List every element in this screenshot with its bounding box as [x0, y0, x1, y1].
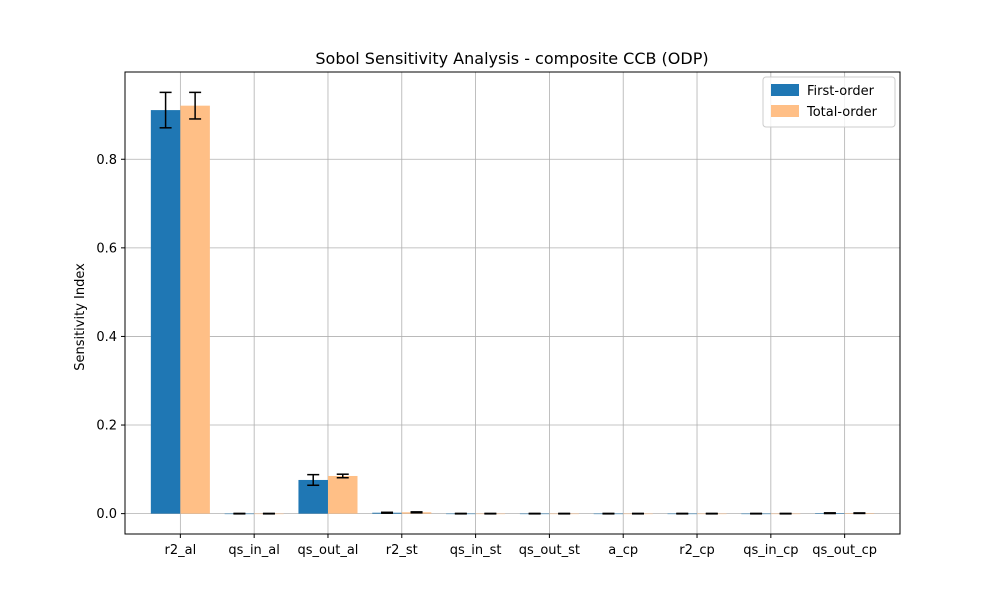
plot-frame: [124, 71, 901, 535]
y-tick-label: 0.6: [96, 241, 117, 256]
legend-label-total-order: Total-order: [806, 105, 878, 120]
chart-title: Sobol Sensitivity Analysis - composite C…: [315, 49, 708, 68]
grid: [125, 72, 900, 534]
legend-swatch-total-order: [771, 105, 799, 117]
x-tick-label: qs_out_st: [519, 543, 580, 558]
x-tick-label: qs_in_cp: [743, 543, 798, 558]
y-tick-label: 0.4: [96, 330, 117, 345]
bar-first-order: [150, 110, 181, 514]
bar-total-order: [327, 475, 358, 514]
x-tick-label: r2_cp: [679, 543, 715, 558]
bar-total-order: [180, 105, 210, 514]
error-bars: [159, 91, 866, 515]
x-tick-label: r2_st: [386, 543, 418, 558]
legend: First-order Total-order: [762, 76, 896, 128]
x-tick-label: qs_out_cp: [812, 543, 877, 558]
ticks: r2_al qs_in_al qs_out_al r2_st qs_in_st qs_ou…: [96, 153, 877, 558]
x-tick-label: r2_al: [165, 543, 197, 558]
legend-swatch-first-order: [771, 84, 799, 96]
y-tick-label: 0.8: [96, 153, 117, 168]
x-tick-label: a_cp: [608, 543, 638, 558]
y-tick-label: 0.0: [96, 507, 117, 522]
x-tick-label: qs_in_st: [450, 543, 502, 558]
y-axis-label: Sensitivity Index: [73, 263, 88, 371]
bars: [150, 105, 875, 515]
legend-label-first-order: First-order: [807, 84, 875, 99]
x-tick-label: qs_out_al: [298, 543, 359, 558]
x-tick-label: qs_in_al: [228, 543, 279, 558]
y-tick-label: 0.2: [96, 419, 117, 434]
